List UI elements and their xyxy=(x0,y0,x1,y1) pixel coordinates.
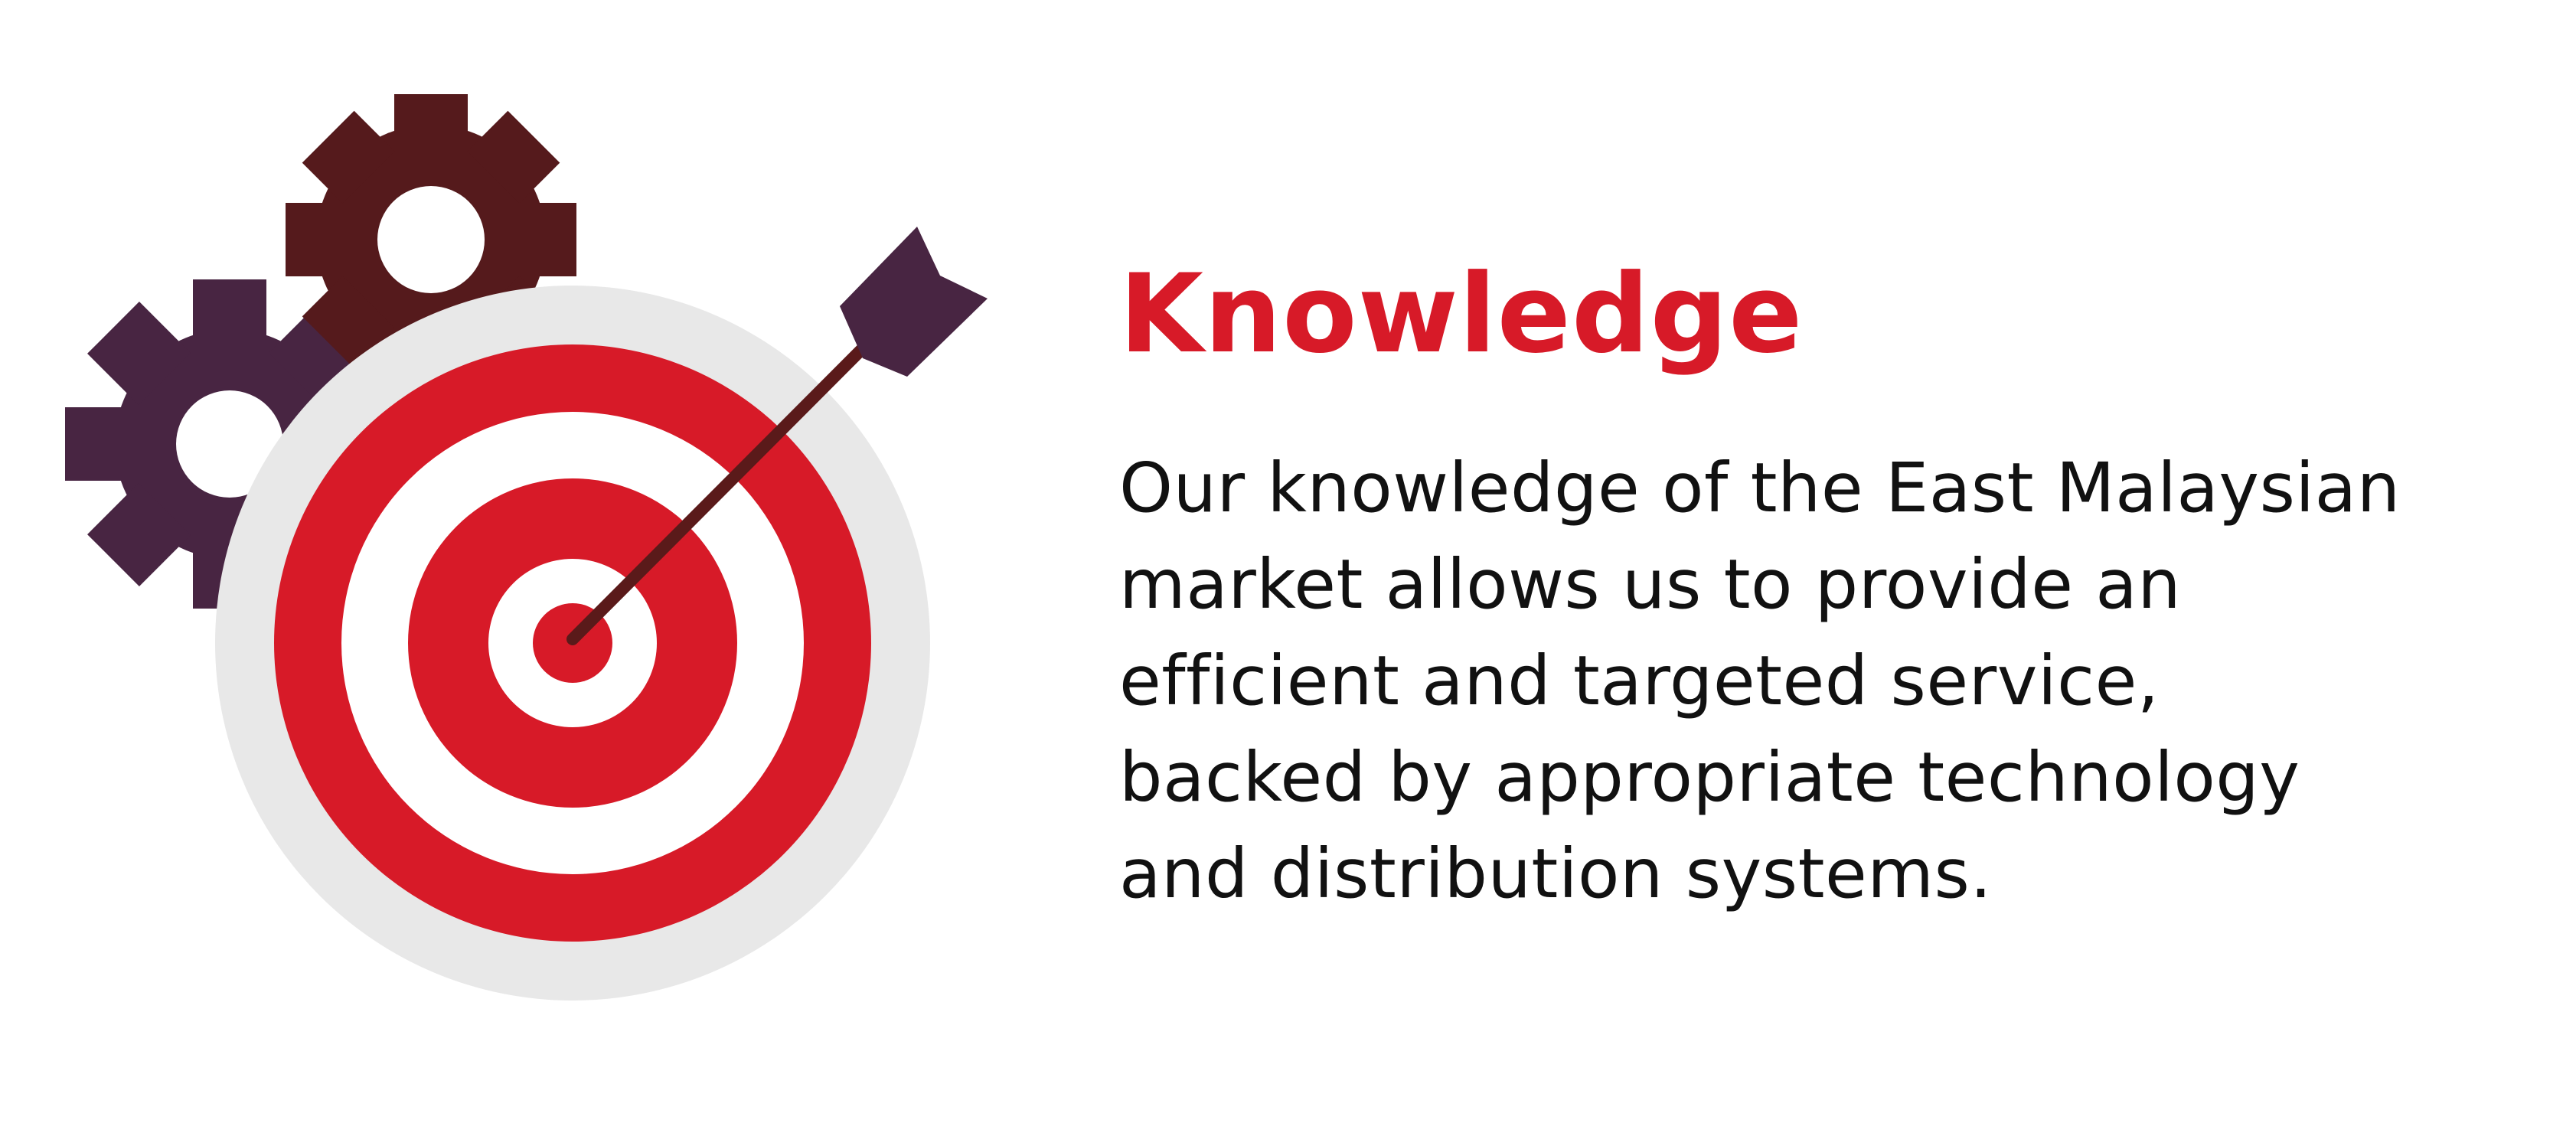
text-block: Knowledge Our knowledge of the East Mala… xyxy=(1119,260,2543,922)
description-line: market allows us to provide an xyxy=(1119,544,2182,624)
description-line: efficient and targeted service, xyxy=(1119,641,2160,720)
description-line: backed by appropriate technology xyxy=(1119,737,2300,817)
heading: Knowledge xyxy=(1119,251,1804,377)
dart-icon xyxy=(566,227,988,645)
description-line: and distribution systems. xyxy=(1119,834,1993,913)
description: Our knowledge of the East Malaysian mark… xyxy=(1119,439,2543,922)
target-illustration xyxy=(65,94,988,1001)
description-line: Our knowledge of the East Malaysian xyxy=(1119,448,2401,527)
